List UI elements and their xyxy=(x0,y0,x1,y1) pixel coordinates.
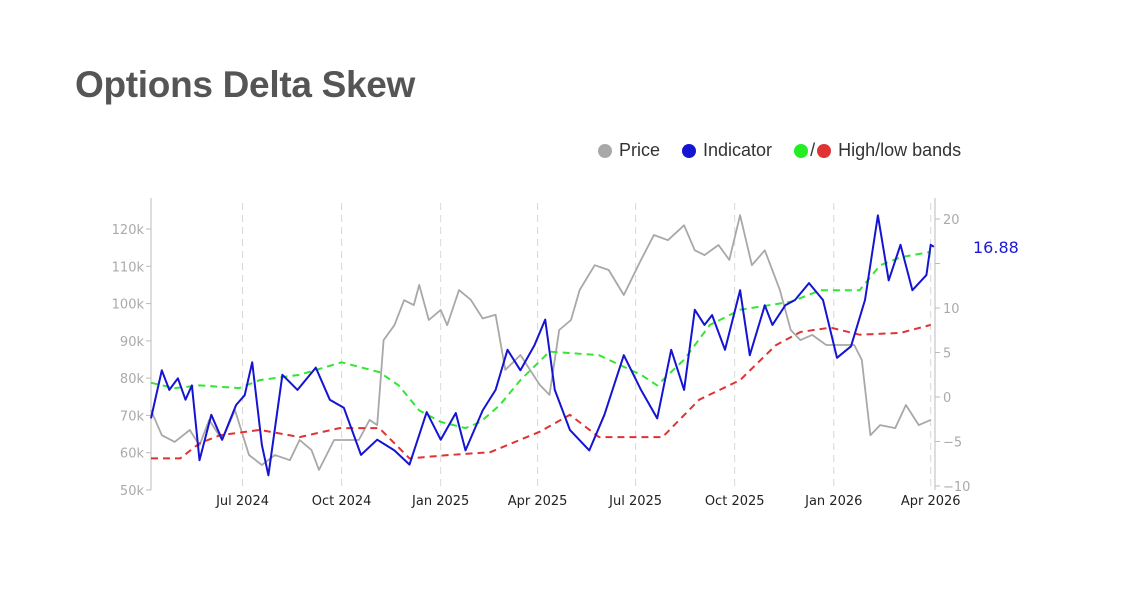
x-tick-label: Apr 2025 xyxy=(508,494,568,509)
indicator-line xyxy=(150,214,935,477)
x-tick-label: Oct 2024 xyxy=(312,494,372,509)
x-tick-label: Oct 2025 xyxy=(705,494,765,509)
high-band-line xyxy=(150,250,931,430)
right-tick-label: 20 xyxy=(943,213,960,228)
legend-label-bands: High/low bands xyxy=(838,140,962,160)
left-tick-label: 50k xyxy=(120,484,145,499)
x-tick-label: Jan 2025 xyxy=(411,494,469,509)
low-band-dot-icon xyxy=(817,143,832,158)
price-line xyxy=(150,214,932,471)
right-tick-label: 5 xyxy=(943,347,951,362)
x-tick-label: Jul 2024 xyxy=(215,494,269,509)
low-band-line xyxy=(151,323,931,460)
high-band-dot-icon xyxy=(794,143,809,158)
last-value-label: 16.88 xyxy=(973,238,1019,257)
left-tick-label: 120k xyxy=(112,223,145,238)
left-tick-label: 110k xyxy=(112,260,145,275)
page-title: Options Delta Skew xyxy=(75,64,416,105)
right-tick-label: −10 xyxy=(943,480,970,495)
legend-item-indicator[interactable]: Indicator xyxy=(682,140,772,161)
right-tick-label: 0 xyxy=(943,391,951,406)
x-tick-label: Jan 2026 xyxy=(804,494,862,509)
indicator-dot-icon xyxy=(682,143,697,158)
legend-label-price: Price xyxy=(619,140,661,160)
legend-label-indicator: Indicator xyxy=(703,140,773,160)
left-tick-label: 100k xyxy=(112,298,145,313)
legend-item-bands[interactable]: / High/low bands xyxy=(794,140,961,161)
x-tick-label: Jul 2025 xyxy=(608,494,662,509)
left-tick-label: 80k xyxy=(120,372,145,387)
x-tick-label: Apr 2026 xyxy=(901,494,961,509)
right-tick-label: 10 xyxy=(943,302,960,317)
chart-legend: Price Indicator / High/low bands xyxy=(598,140,983,161)
legend-item-price[interactable]: Price xyxy=(598,140,660,161)
left-tick-label: 90k xyxy=(120,335,145,350)
right-tick-label: −5 xyxy=(943,436,962,451)
legend-slash: / xyxy=(810,140,816,160)
price-dot-icon xyxy=(598,143,612,158)
left-tick-label: 60k xyxy=(120,447,145,462)
left-tick-label: 70k xyxy=(120,409,145,424)
